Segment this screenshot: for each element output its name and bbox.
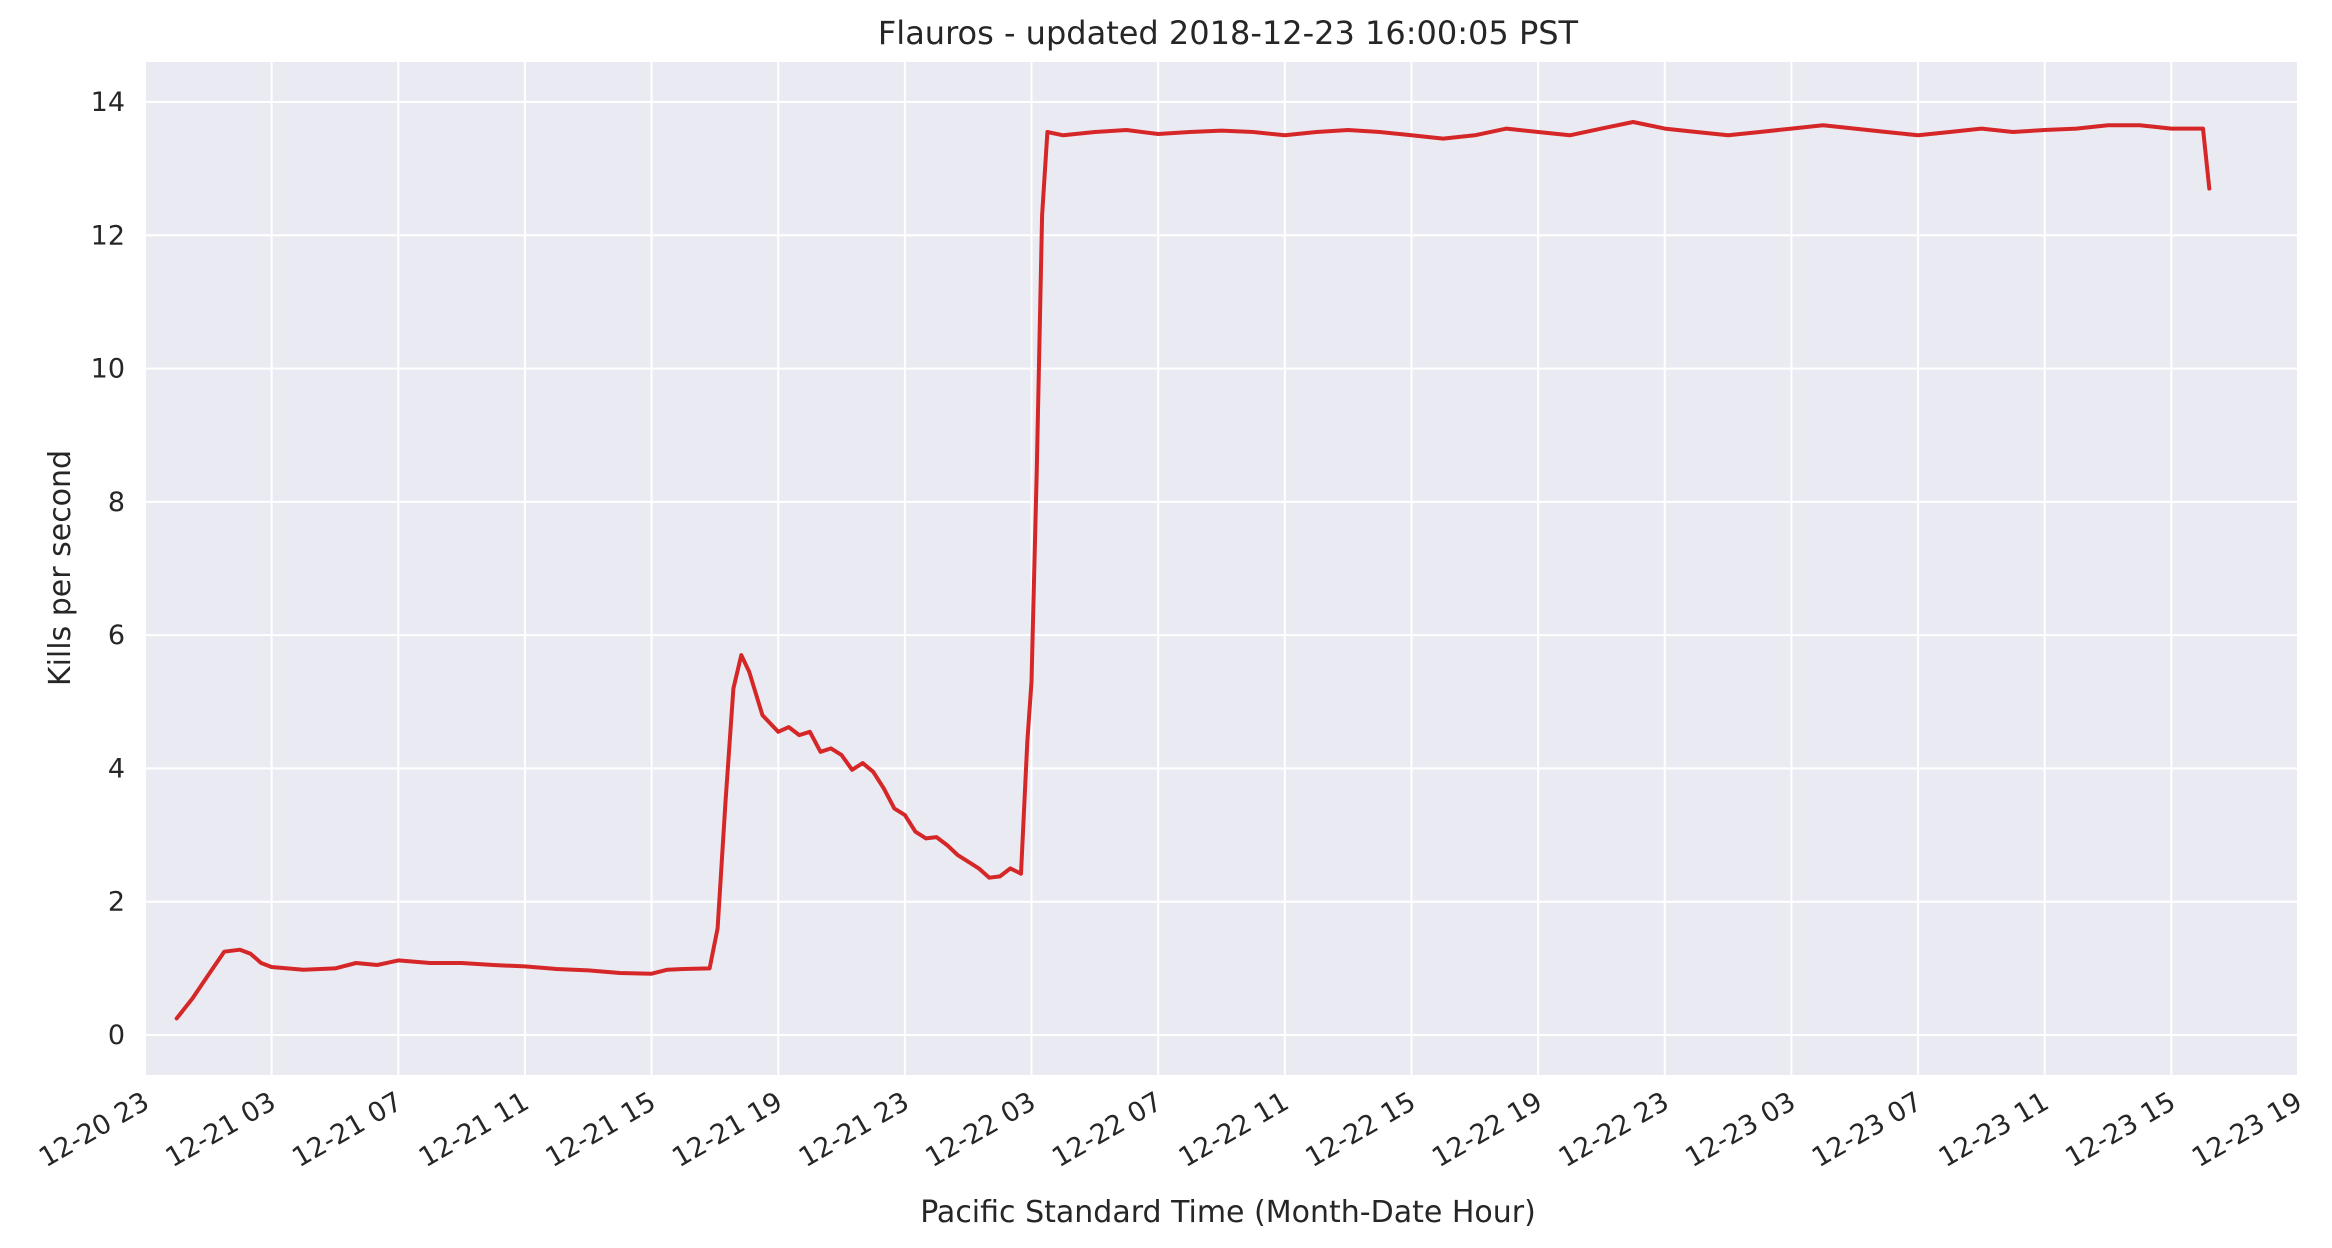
x-tick-label: 12-23 11 bbox=[1934, 1086, 2055, 1174]
x-tick-label: 12-22 19 bbox=[1427, 1086, 1548, 1174]
x-tick-label: 12-22 15 bbox=[1300, 1086, 1421, 1174]
y-tick-label: 14 bbox=[91, 87, 125, 118]
series-line bbox=[174, 120, 2212, 1021]
series-layer bbox=[174, 120, 2212, 1021]
y-tick-labels: 0 2 4 6 8 10 12 14 bbox=[91, 87, 125, 1051]
grid-lines bbox=[144, 62, 2299, 1075]
x-tick-label: 12-21 23 bbox=[794, 1086, 915, 1174]
x-tick-label: 12-22 03 bbox=[920, 1086, 1041, 1174]
y-tick-label: 8 bbox=[108, 487, 125, 518]
x-tick-label: 12-21 03 bbox=[161, 1086, 282, 1174]
x-tick-label: 12-20 23 bbox=[34, 1086, 155, 1174]
y-tick-label: 0 bbox=[108, 1020, 125, 1051]
plot-background bbox=[145, 62, 2298, 1075]
y-tick-label: 12 bbox=[91, 220, 125, 251]
x-tick-label: 12-21 15 bbox=[540, 1086, 661, 1174]
x-tick-label: 12-22 07 bbox=[1047, 1086, 1168, 1174]
y-tick-label: 10 bbox=[91, 354, 125, 385]
x-tick-label: 12-23 07 bbox=[1807, 1086, 1928, 1174]
chart-title: Flauros - updated 2018-12-23 16:00:05 PS… bbox=[878, 14, 1579, 52]
x-tick-label: 12-22 11 bbox=[1174, 1086, 1295, 1174]
y-axis-label: Kills per second bbox=[43, 450, 78, 686]
y-tick-label: 6 bbox=[108, 620, 125, 651]
x-tick-label: 12-22 23 bbox=[1554, 1086, 1675, 1174]
x-tick-label: 12-23 03 bbox=[1680, 1086, 1801, 1174]
x-tick-label: 12-23 15 bbox=[2060, 1086, 2181, 1174]
x-axis-label: Pacific Standard Time (Month-Date Hour) bbox=[920, 1195, 1536, 1230]
y-tick-label: 2 bbox=[108, 887, 125, 918]
y-tick-label: 4 bbox=[108, 753, 125, 784]
x-tick-label: 12-23 19 bbox=[2187, 1086, 2308, 1174]
x-tick-label: 12-21 07 bbox=[287, 1086, 408, 1174]
x-tick-label: 12-21 19 bbox=[667, 1086, 788, 1174]
x-tick-label: 12-21 11 bbox=[414, 1086, 535, 1174]
x-tick-labels: 12-20 23 12-21 03 12-21 07 12-21 11 12-21 15… bbox=[34, 1086, 2308, 1174]
